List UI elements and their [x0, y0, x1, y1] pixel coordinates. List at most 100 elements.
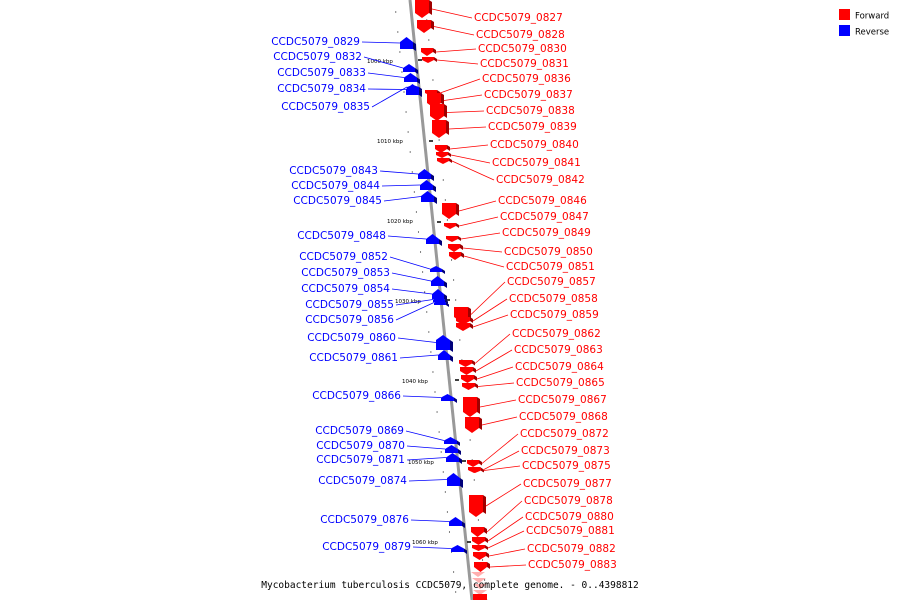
forward-gene-label[interactable]: CCDC5079_0836 [482, 73, 571, 85]
reverse-gene-label[interactable]: CCDC5079_0855 [305, 299, 394, 311]
reverse-gene-label[interactable]: CCDC5079_0844 [291, 180, 380, 192]
forward-gene-label[interactable]: CCDC5079_0865 [516, 377, 605, 389]
forward-gene-feature[interactable] [448, 244, 463, 252]
forward-gene-feature[interactable] [463, 397, 480, 417]
reverse-gene-feature[interactable] [449, 517, 465, 528]
forward-gene-label[interactable]: CCDC5079_0875 [522, 460, 611, 472]
forward-gene-feature[interactable] [474, 562, 490, 572]
reverse-gene-label[interactable]: CCDC5079_0848 [297, 230, 386, 242]
forward-gene-feature[interactable] [471, 572, 485, 577]
reverse-gene-label[interactable]: CCDC5079_0860 [307, 332, 396, 344]
forward-gene-label[interactable]: CCDC5079_0828 [476, 29, 565, 41]
forward-gene-feature[interactable] [449, 252, 464, 260]
forward-gene-feature[interactable] [473, 552, 489, 560]
forward-gene-label[interactable]: CCDC5079_0830 [478, 43, 567, 55]
reverse-gene-feature[interactable] [407, 85, 422, 91]
reverse-gene-feature[interactable] [404, 73, 420, 84]
reverse-gene-label[interactable]: CCDC5079_0874 [318, 475, 407, 487]
forward-gene-feature[interactable] [437, 158, 452, 164]
reverse-gene-label[interactable]: CCDC5079_0876 [320, 514, 409, 526]
reverse-gene-label[interactable]: CCDC5079_0870 [316, 440, 405, 452]
reverse-gene-feature[interactable] [446, 453, 462, 464]
forward-gene-feature[interactable] [444, 223, 459, 229]
forward-gene-label[interactable]: CCDC5079_0881 [526, 525, 615, 537]
reverse-gene-feature[interactable] [438, 350, 453, 362]
forward-gene-label[interactable]: CCDC5079_0839 [488, 121, 577, 133]
forward-gene-feature[interactable] [421, 48, 436, 56]
reverse-gene-feature[interactable] [430, 266, 445, 274]
reverse-gene-feature[interactable] [441, 394, 457, 403]
forward-gene-feature[interactable] [472, 537, 488, 545]
forward-gene-label[interactable]: CCDC5079_0882 [527, 543, 616, 555]
reverse-gene-label[interactable]: CCDC5079_0835 [281, 101, 370, 113]
forward-gene-label[interactable]: CCDC5079_0831 [480, 58, 569, 70]
reverse-gene-feature[interactable] [426, 234, 442, 246]
reverse-gene-feature[interactable] [400, 37, 416, 51]
forward-gene-feature[interactable] [460, 367, 476, 375]
forward-gene-feature[interactable] [442, 203, 459, 219]
reverse-gene-label[interactable]: CCDC5079_0833 [277, 67, 366, 79]
forward-gene-label[interactable]: CCDC5079_0847 [500, 211, 589, 223]
reverse-gene-label[interactable]: CCDC5079_0854 [301, 283, 390, 295]
forward-gene-label[interactable]: CCDC5079_0863 [514, 344, 603, 356]
forward-gene-label[interactable]: CCDC5079_0841 [492, 157, 581, 169]
forward-gene-label[interactable]: CCDC5079_0868 [519, 411, 608, 423]
forward-gene-feature[interactable] [472, 545, 488, 551]
forward-gene-feature[interactable] [465, 417, 482, 433]
forward-gene-label[interactable]: CCDC5079_0840 [490, 139, 579, 151]
forward-gene-label[interactable]: CCDC5079_0880 [525, 511, 614, 523]
reverse-gene-feature[interactable] [436, 335, 453, 352]
reverse-gene-label[interactable]: CCDC5079_0856 [305, 314, 394, 326]
forward-gene-feature[interactable] [461, 375, 477, 383]
forward-gene-feature[interactable] [472, 578, 486, 583]
forward-gene-label[interactable]: CCDC5079_0857 [507, 276, 596, 288]
forward-gene-feature[interactable] [422, 57, 437, 63]
forward-gene-feature[interactable] [417, 20, 434, 33]
reverse-gene-label[interactable]: CCDC5079_0845 [293, 195, 382, 207]
forward-gene-feature[interactable] [415, 0, 432, 18]
reverse-gene-feature[interactable] [433, 297, 448, 304]
forward-gene-label[interactable]: CCDC5079_0851 [506, 261, 595, 273]
forward-gene-feature[interactable] [469, 468, 484, 473]
forward-gene-label[interactable]: CCDC5079_0850 [504, 246, 593, 258]
forward-gene-label[interactable]: CCDC5079_0846 [498, 195, 587, 207]
reverse-gene-feature[interactable] [432, 289, 447, 301]
forward-gene-label[interactable]: CCDC5079_0859 [510, 309, 599, 321]
forward-gene-feature[interactable] [432, 120, 449, 138]
reverse-gene-label[interactable]: CCDC5079_0832 [273, 51, 362, 63]
reverse-gene-label[interactable]: CCDC5079_0871 [316, 454, 405, 466]
forward-gene-label[interactable]: CCDC5079_0827 [474, 12, 563, 24]
forward-gene-feature[interactable] [446, 236, 461, 242]
reverse-gene-feature[interactable] [445, 445, 461, 455]
reverse-gene-feature[interactable] [451, 545, 467, 554]
reverse-gene-feature[interactable] [447, 473, 463, 488]
reverse-gene-label[interactable]: CCDC5079_0879 [322, 541, 411, 553]
forward-gene-feature[interactable] [435, 145, 450, 153]
reverse-gene-label[interactable]: CCDC5079_0869 [315, 425, 404, 437]
reverse-gene-label[interactable]: CCDC5079_0852 [299, 251, 388, 263]
forward-gene-label[interactable]: CCDC5079_0849 [502, 227, 591, 239]
reverse-gene-label[interactable]: CCDC5079_0829 [271, 36, 360, 48]
forward-gene-feature[interactable] [469, 495, 486, 517]
forward-gene-feature[interactable] [473, 594, 487, 600]
reverse-gene-feature[interactable] [421, 191, 437, 204]
forward-gene-feature[interactable] [459, 360, 475, 367]
forward-gene-label[interactable]: CCDC5079_0864 [515, 361, 604, 373]
reverse-gene-feature[interactable] [431, 276, 447, 288]
reverse-gene-feature[interactable] [418, 169, 434, 181]
reverse-gene-feature[interactable] [420, 180, 436, 192]
forward-gene-label[interactable]: CCDC5079_0858 [509, 293, 598, 305]
forward-gene-label[interactable]: CCDC5079_0838 [486, 105, 575, 117]
forward-gene-label[interactable]: CCDC5079_0878 [524, 495, 613, 507]
reverse-gene-label[interactable]: CCDC5079_0834 [277, 83, 366, 95]
forward-gene-feature[interactable] [467, 460, 482, 467]
forward-gene-label[interactable]: CCDC5079_0883 [528, 559, 617, 571]
forward-gene-feature[interactable] [473, 590, 487, 595]
reverse-gene-feature[interactable] [403, 64, 418, 74]
forward-gene-feature[interactable] [430, 104, 447, 121]
reverse-gene-label[interactable]: CCDC5079_0843 [289, 165, 378, 177]
reverse-gene-feature[interactable] [444, 437, 460, 446]
forward-gene-label[interactable]: CCDC5079_0842 [496, 174, 585, 186]
reverse-gene-label[interactable]: CCDC5079_0866 [312, 390, 401, 402]
forward-gene-label[interactable]: CCDC5079_0872 [520, 428, 609, 440]
